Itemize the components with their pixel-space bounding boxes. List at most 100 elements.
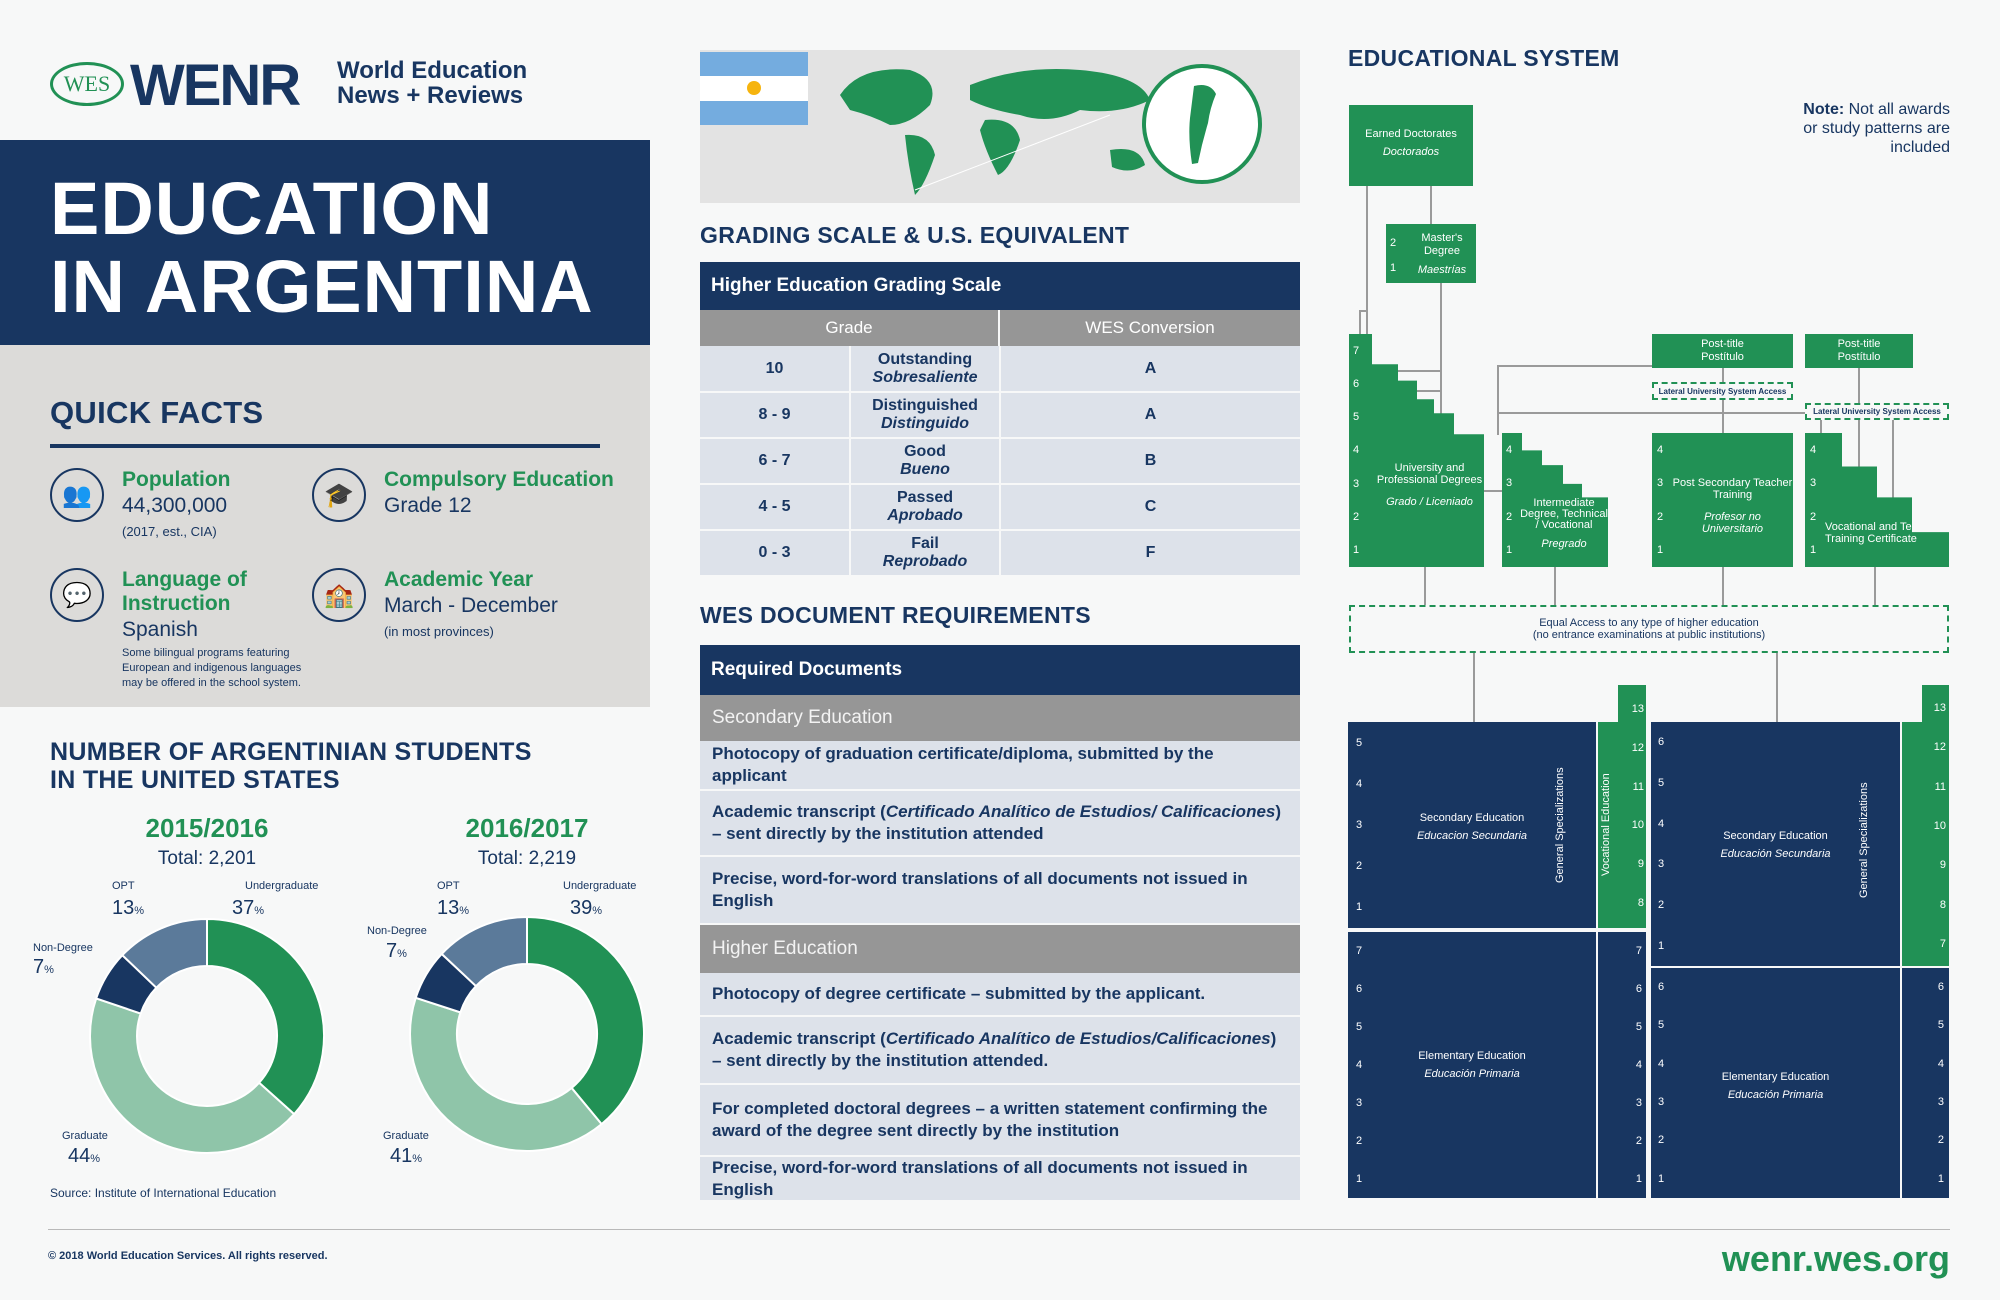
year-number: 2 (1356, 1135, 1363, 1147)
document-requirement: Precise, word-for-word translations of a… (700, 1157, 1300, 1202)
lateral-access-box: Lateral University System Access (1805, 403, 1949, 420)
source-note: Source: Institute of International Educa… (50, 1186, 277, 1200)
connector-line (1874, 567, 1876, 605)
year-number: 4 (1658, 817, 1665, 830)
grade-description: Good Bueno (850, 438, 1001, 485)
box-subtitle: (no entrance examinations at public inst… (1532, 629, 1766, 641)
requirement-text-rest: ) – sent directly by the institution att… (712, 1029, 1277, 1070)
system-heading: EDUCATIONAL SYSTEM (1348, 45, 1620, 71)
grade-es: Sobresaliente (872, 368, 978, 386)
year-number: 5 (1658, 776, 1665, 789)
year-number: 13 (1933, 701, 1946, 714)
year-number: 5 (1356, 1021, 1363, 1033)
value-number: 37 (232, 897, 255, 919)
year-number: 2 (1506, 510, 1513, 523)
donut-slice-undergraduate (526, 915, 645, 1126)
year-number: 4 (1506, 443, 1513, 456)
donut-label-value: 39% (570, 897, 602, 920)
lateral-access-box: Lateral University System Access (1652, 382, 1793, 400)
students-heading-line2: IN THE UNITED STATES (50, 766, 340, 794)
grading-row: 0 - 3 Fail Reprobado F (700, 530, 1300, 577)
requirement-text-main: Photocopy of degree certificate – submit… (712, 984, 1206, 1003)
year-number: 3 (1356, 818, 1363, 831)
box-subtitle: Postítulo (1701, 351, 1744, 363)
value-unit: % (412, 1153, 423, 1165)
grading-table-title: Higher Education Grading Scale (700, 262, 1300, 310)
connector-line (1473, 653, 1475, 722)
grade-numbers: 7 6 5 4 3 2 1 (1626, 932, 1642, 1198)
requirement-text: For completed doctoral degrees – a writt… (712, 1098, 1288, 1142)
general-specializations-label: General Specializations (1554, 767, 1566, 883)
grade-es: Bueno (900, 461, 950, 478)
fact-label: Language of Instruction (122, 568, 247, 615)
value-unit: % (134, 905, 145, 917)
year-number: 4 (1937, 1057, 1944, 1070)
box-title: Lateral University System Access (1658, 386, 1787, 396)
year-number: 4 (1356, 777, 1363, 790)
post-title-box: Post-title Postítulo (1652, 334, 1793, 368)
document-requirement: Precise, word-for-word translations of a… (700, 857, 1300, 925)
documents-heading: WES DOCUMENT REQUIREMENTS (700, 602, 1091, 628)
fact-label: Academic Year (384, 568, 534, 591)
logo-subtitle: World Education News + Reviews (337, 58, 527, 108)
donut-label-category: Non-Degree (367, 925, 427, 937)
value-number: 44 (68, 1145, 91, 1167)
fact-label: Population (122, 468, 231, 491)
footer-url-link[interactable]: wenr.wes.org (1721, 1238, 1950, 1279)
box-title: Post-title (1837, 338, 1881, 350)
year-number: 3 (1657, 477, 1664, 490)
wes-grade: F (1000, 530, 1300, 577)
secondary-education-left: Secondary Education Educacion Secundaria (1348, 722, 1596, 928)
year-number: 7 (1353, 344, 1360, 357)
value-number: 7 (386, 940, 398, 962)
students-heading-line1: NUMBER OF ARGENTINIAN STUDENTS (50, 738, 532, 766)
fact-note: Some bilingual programs featuring Europe… (122, 647, 302, 689)
requirement-text-rest: ) – sent directly by the institution att… (712, 802, 1282, 843)
donut-label-category: Graduate (383, 1130, 429, 1142)
year-number: 2 (1353, 511, 1360, 524)
grade-value: 8 - 9 (700, 392, 851, 439)
vocational-certificate-box: Vocational and Technical Training Certif… (1805, 433, 1949, 567)
requirement-text-main: Precise, word-for-word translations of a… (712, 1157, 1248, 1199)
year-number: 6 (1658, 981, 1665, 994)
connector-line (1440, 283, 1442, 433)
people-icon: 👥 (50, 468, 104, 522)
year-number: 4 (1353, 444, 1360, 457)
year-number: 1 (1353, 544, 1360, 557)
chart2-title: 2016/2017 (465, 813, 589, 843)
grade-numbers: 13 12 11 10 9 8 (1626, 690, 1644, 922)
year-number: 1 (1657, 544, 1664, 557)
year-number: 3 (1356, 1097, 1363, 1109)
footer-divider (48, 1229, 1950, 1230)
year-number: 11 (1632, 780, 1644, 793)
page-title-line2: IN ARGENTINA (50, 245, 594, 328)
requirement-text: Academic transcript (Certificado Analíti… (712, 801, 1288, 845)
connector-line (1398, 390, 1442, 392)
graduation-cap-icon: 🎓 (312, 468, 366, 522)
wes-grade: B (1000, 438, 1300, 485)
document-requirement: Photocopy of degree certificate – submit… (700, 973, 1300, 1017)
year-number: 6 (1937, 981, 1944, 994)
donut-label-value: 41% (390, 1145, 422, 1168)
note-label: Note: (1803, 101, 1845, 118)
fact-value: Grade 12 (384, 494, 472, 517)
elementary-years: 6 5 4 3 2 1 (1658, 968, 1670, 1198)
year-number: 5 (1658, 1019, 1665, 1032)
donut-slice-opt (440, 915, 528, 988)
year-number: 3 (1353, 477, 1360, 490)
elementary-years: 7 6 5 4 3 2 1 (1356, 932, 1368, 1198)
connector-line (1359, 310, 1368, 312)
equal-access-box: Equal Access to any type of higher educa… (1349, 605, 1949, 653)
teacher-training-box: Post Secondary Teacher Training Profesor … (1652, 433, 1793, 567)
grade-description: Fail Reprobado (850, 530, 1001, 577)
wes-grade: A (1000, 346, 1300, 393)
year-number: 3 (1810, 477, 1817, 490)
documents-section-header: Secondary Education (700, 695, 1300, 741)
grade-13-cell (1618, 685, 1646, 725)
box-title: Post Secondary Teacher Training (1672, 477, 1793, 501)
donut-label-category: OPT (437, 880, 460, 892)
year-number: 2 (1635, 1135, 1642, 1147)
chart2-total: Total: 2,219 (477, 848, 577, 869)
fact-population: 👥 Population 44,300,000 (2017, est., CIA) (50, 468, 231, 540)
connector-line (1497, 365, 1499, 435)
